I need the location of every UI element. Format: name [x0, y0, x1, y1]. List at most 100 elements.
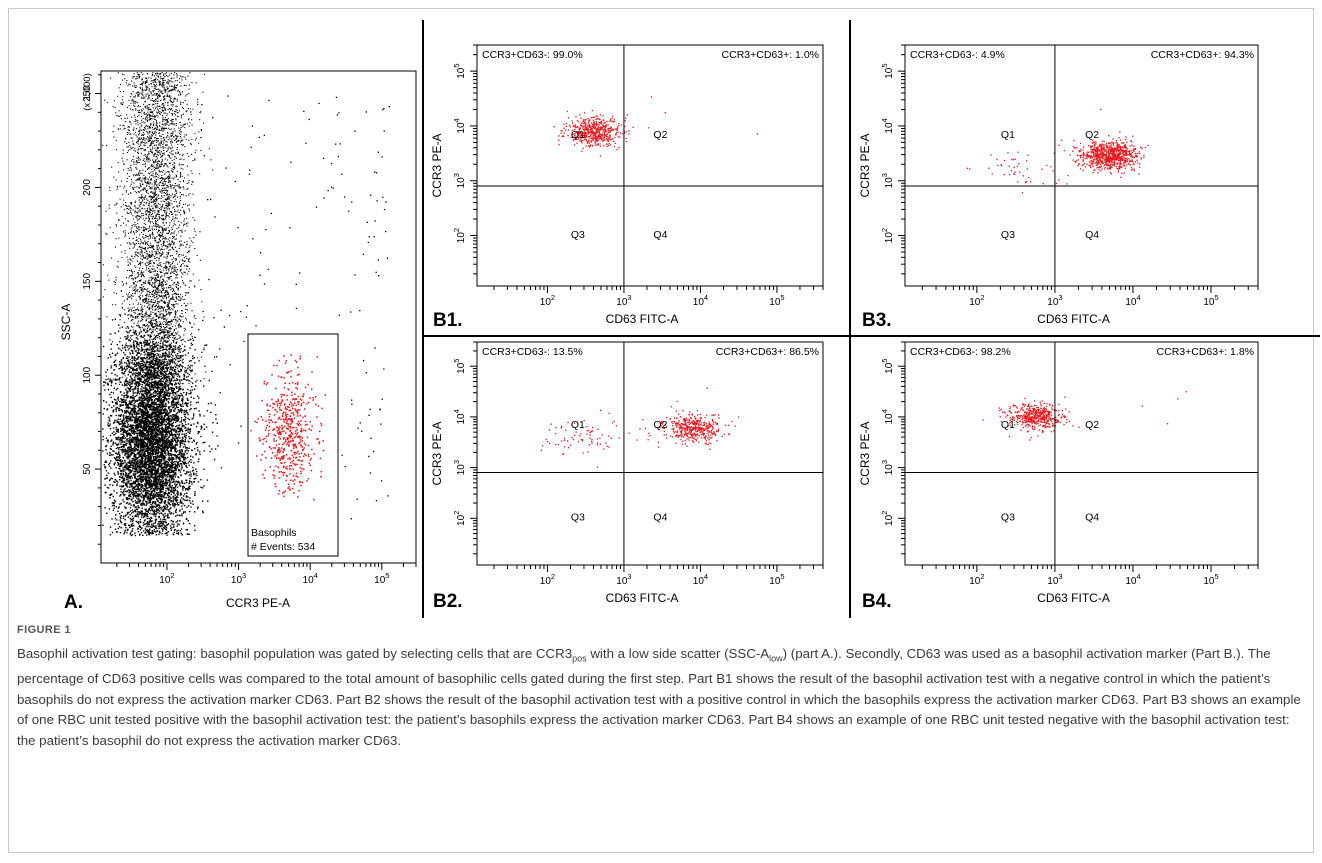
- event-dot: [140, 418, 143, 420]
- event-dot: [157, 511, 159, 513]
- event-dot: [154, 360, 157, 363]
- event-dot: [147, 446, 149, 448]
- event-dot: [139, 478, 142, 481]
- event-dot: [172, 436, 174, 438]
- event-dot: [183, 376, 185, 378]
- event-dot: [143, 341, 145, 344]
- event-dot: [181, 440, 183, 443]
- event-dot: [185, 411, 187, 413]
- event-dot: [167, 419, 169, 421]
- event-dot: [151, 434, 153, 437]
- event-dot: [137, 522, 140, 525]
- event-dot: [142, 534, 144, 536]
- event-dot: [111, 406, 113, 409]
- event-dot: [176, 532, 178, 534]
- event-dot: [113, 503, 115, 505]
- event-dot: [158, 420, 160, 422]
- event-dot: [127, 511, 129, 514]
- event-dot: [140, 410, 142, 412]
- event-dot: [123, 367, 126, 370]
- event-dot: [136, 364, 139, 366]
- event-dot: [120, 381, 122, 384]
- event-dot: [131, 491, 133, 493]
- event-dot: [148, 396, 150, 398]
- event-dot: [139, 490, 142, 492]
- event-dot: [128, 469, 130, 471]
- event-dot: [120, 366, 122, 369]
- event-dot: [189, 510, 191, 513]
- event-dot: [134, 369, 137, 371]
- event-dot: [160, 480, 162, 483]
- event-dot: [164, 508, 166, 510]
- event-dot: [211, 448, 213, 450]
- event-dot: [127, 327, 130, 329]
- event-dot: [175, 421, 177, 424]
- event-dot: [170, 378, 173, 380]
- event-dot: [165, 440, 167, 442]
- event-dot: [132, 501, 134, 503]
- event-dot: [144, 528, 146, 530]
- event-dot: [136, 464, 138, 466]
- event-dot: [123, 523, 126, 525]
- event-dot: [135, 414, 137, 416]
- event-dot: [154, 477, 157, 479]
- event-dot: [130, 534, 133, 537]
- event-dot: [156, 414, 158, 416]
- event-dot: [135, 369, 137, 372]
- event-dot: [166, 473, 169, 476]
- event-dot: [182, 440, 184, 442]
- event-dot: [148, 352, 150, 354]
- event-dot: [151, 402, 154, 404]
- event-dot: [147, 453, 150, 456]
- event-dot: [143, 402, 145, 404]
- event-dot: [161, 463, 163, 465]
- event-dot: [113, 472, 115, 475]
- event-dot: [110, 448, 112, 450]
- event-dot: [140, 479, 142, 481]
- event-dot: [139, 403, 141, 405]
- event-dot: [107, 382, 109, 384]
- event-dot: [161, 490, 164, 493]
- event-dot: [143, 499, 145, 501]
- event-dot: [175, 458, 177, 460]
- event-dot: [169, 372, 171, 374]
- event-dot: [175, 484, 177, 486]
- event-dot: [138, 438, 140, 441]
- event-dot: [163, 386, 165, 388]
- event-dot: [161, 383, 163, 386]
- event-dot: [168, 488, 170, 491]
- event-dot: [144, 430, 146, 432]
- event-dot: [178, 371, 180, 373]
- event-dot: [136, 394, 138, 397]
- event-dot: [163, 527, 166, 529]
- event-dot: [176, 496, 178, 498]
- event-dot: [150, 492, 153, 494]
- event-dot: [176, 444, 178, 447]
- event-dot: [131, 424, 133, 427]
- event-dot: [159, 379, 162, 381]
- event-dot: [175, 401, 177, 404]
- event-dot: [134, 474, 137, 476]
- event-dot: [170, 444, 172, 446]
- event-dot: [124, 469, 126, 471]
- event-dot: [126, 529, 129, 532]
- event-dot: [129, 416, 131, 418]
- event-dot: [137, 506, 139, 509]
- event-dot: [151, 486, 153, 489]
- event-dot: [200, 428, 202, 430]
- event-dot: [130, 525, 132, 527]
- event-dot: [176, 427, 179, 430]
- event-dot: [161, 413, 163, 415]
- event-dot: [133, 455, 135, 457]
- event-dot: [158, 419, 160, 422]
- event-dot: [155, 433, 158, 436]
- event-dot: [149, 497, 152, 499]
- event-dot: [161, 522, 164, 525]
- event-dot: [136, 502, 138, 504]
- event-dot: [162, 456, 164, 458]
- event-dot: [170, 410, 172, 412]
- event-dot: [111, 432, 114, 434]
- event-dot: [162, 485, 164, 487]
- event-dot: [155, 448, 157, 450]
- event-dot: [167, 499, 170, 501]
